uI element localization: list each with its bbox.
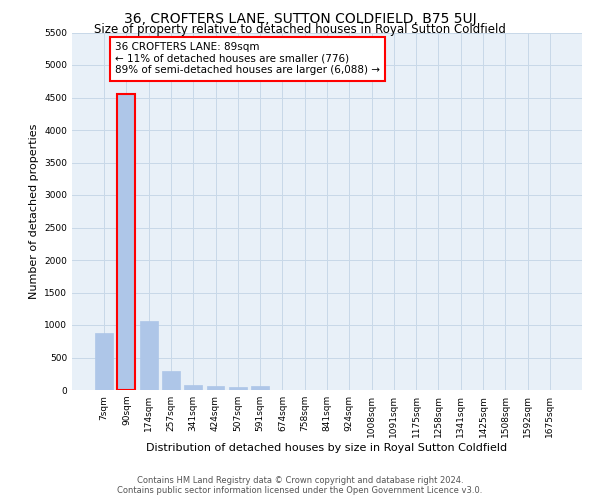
Bar (251, 386, 269, 390)
Y-axis label: Number of detached properties: Number of detached properties (29, 124, 38, 299)
Text: Contains HM Land Registry data © Crown copyright and database right 2024.
Contai: Contains HM Land Registry data © Crown c… (118, 476, 482, 495)
Bar (206, 386, 224, 390)
Bar (95, 333, 113, 390)
Text: 36, CROFTERS LANE, SUTTON COLDFIELD, B75 5UJ: 36, CROFTERS LANE, SUTTON COLDFIELD, B75… (124, 12, 476, 26)
Bar (184, 385, 202, 390)
Bar (229, 387, 247, 390)
Bar (162, 370, 180, 390)
Text: 36 CROFTERS LANE: 89sqm
← 11% of detached houses are smaller (776)
89% of semi-d: 36 CROFTERS LANE: 89sqm ← 11% of detache… (115, 42, 380, 76)
Text: Size of property relative to detached houses in Royal Sutton Coldfield: Size of property relative to detached ho… (94, 22, 506, 36)
Bar (118, 94, 136, 390)
Bar (140, 321, 158, 390)
X-axis label: Distribution of detached houses by size in Royal Sutton Coldfield: Distribution of detached houses by size … (146, 442, 508, 452)
